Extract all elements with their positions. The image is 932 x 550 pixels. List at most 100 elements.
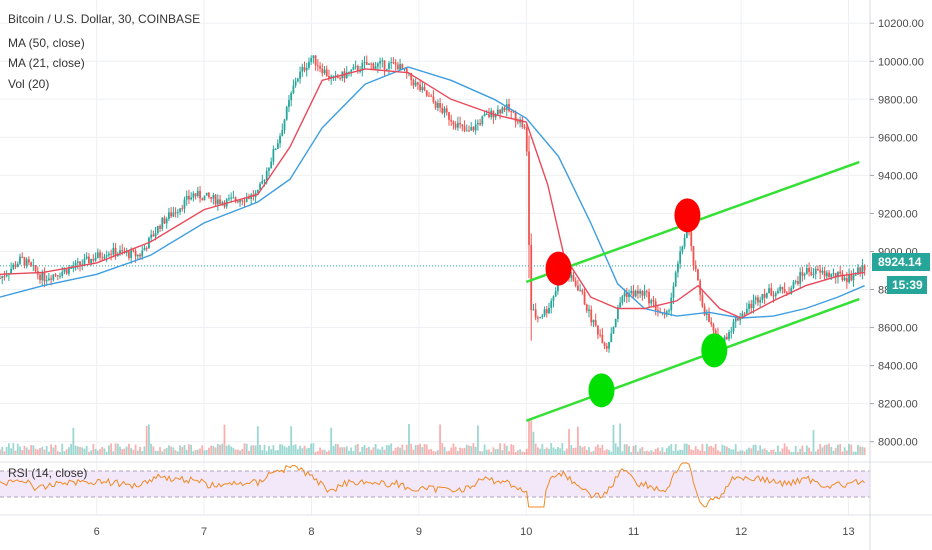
candle [276,139,279,150]
volume-bar [252,445,255,455]
candle [321,63,324,77]
candle [812,268,815,279]
volume-bar [299,445,301,455]
volume-bar [832,450,835,455]
candle [161,217,164,232]
volume-bar [545,447,548,455]
candle [143,245,146,251]
volume-bar [605,449,608,455]
volume-bar [50,444,53,455]
candle [536,315,539,323]
volume-bar [10,448,13,455]
candle [270,157,273,169]
volume-bar [399,447,401,455]
volume-bar [788,449,790,455]
legend-ma21[interactable]: MA (21, close) [8,56,85,70]
volume-bar [45,446,48,455]
volume-bar [423,443,426,455]
candle [443,106,446,118]
volume-bar [541,443,544,455]
candle [705,309,708,321]
volume-bar [801,445,804,455]
red-marker-2[interactable] [674,198,701,233]
legend-volume[interactable]: Vol (20) [8,77,49,91]
volume-bar [103,448,106,455]
annotation-markers [545,198,728,408]
volume-bar [434,451,437,455]
candle [552,295,555,308]
candle [732,318,735,334]
volume-bar [221,443,224,455]
volume-bar [159,447,161,455]
candle [632,284,635,299]
candle [152,230,155,237]
volume-bar [556,446,559,455]
candle [128,250,130,261]
volume-bar [659,451,662,455]
volume-bar [16,443,19,455]
volume-bar [392,450,395,455]
volume-bar [410,443,413,455]
volume-bar [265,451,268,455]
volume-bar [781,448,784,455]
volume-bar [379,449,381,455]
volume-bar [396,446,399,455]
candle [103,253,106,260]
candle [303,61,306,73]
candle [612,326,615,334]
volume-bar [352,451,355,455]
candle [272,145,275,166]
candle [294,77,297,88]
candle [783,282,786,294]
volume-bar [732,449,735,455]
candle [456,116,459,131]
volume-bar [99,449,101,455]
candle [308,57,310,70]
volume-bar [192,451,195,455]
volume-bar [210,445,213,455]
candle [374,61,377,70]
red-marker-0[interactable] [545,251,572,286]
volume-bar [514,451,517,455]
volume-bar [12,443,15,455]
candle [570,271,573,282]
volume-bar [439,424,441,455]
volume-bar [114,443,117,455]
green-marker-3[interactable] [701,333,728,368]
volume-bar [190,444,193,455]
volume-bar [465,444,468,455]
candle [396,61,399,70]
volume-bar [572,448,575,455]
volume-bar [548,448,550,455]
candle [779,284,782,294]
volume-bar [536,447,539,455]
volume-bar [390,443,393,455]
volume-bar [123,448,126,455]
volume-bar [768,451,770,455]
volume-bar [708,446,710,455]
channel-lower-line[interactable] [525,297,860,422]
legend-rsi[interactable]: RSI (14, close) [8,466,87,480]
volume-bar [625,444,628,455]
volume-bar [14,450,17,455]
y-tick-label-10: 10000.00 [878,56,924,68]
volume-bar [54,444,57,455]
candle [110,249,113,261]
legend-ma50[interactable]: MA (50, close) [8,36,85,50]
candle [648,288,650,308]
volume-bar [279,444,281,455]
x-tick-label-2: 8 [308,526,314,538]
countdown-label: 15:39 [887,276,927,294]
candle [799,267,802,289]
candle [703,303,706,317]
volume-bar [363,445,366,455]
volume-bar [23,445,26,455]
volume-bar [225,445,228,455]
green-marker-1[interactable] [588,373,615,408]
volume-bar [72,427,75,455]
candle [541,313,544,319]
x-tick-label-5: 11 [628,526,639,538]
volume-bar [859,446,862,455]
candle [639,288,642,298]
